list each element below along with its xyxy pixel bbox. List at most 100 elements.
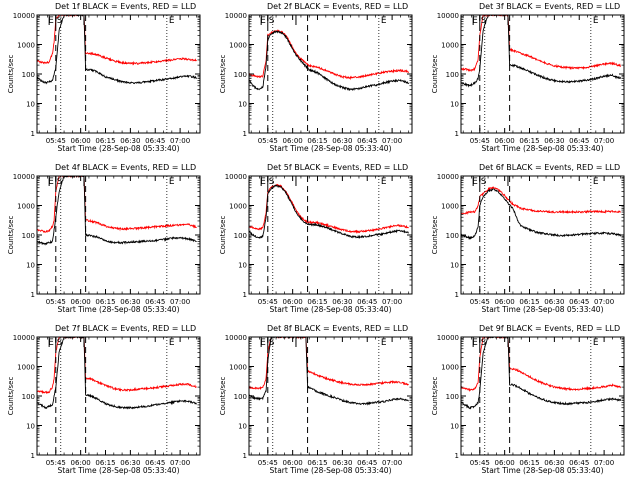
x-tick-label: 07:00: [170, 459, 190, 467]
x-tick-label: 06:45: [145, 298, 165, 306]
x-axis-label: Start Time (28-Sep-08 05:33:40): [270, 305, 392, 314]
y-axis-label: Counts/sec: [219, 377, 227, 416]
y-tick-label: 100: [22, 393, 35, 401]
x-tick-label: 05:45: [258, 137, 278, 145]
x-tick-label: 07:00: [170, 137, 190, 145]
y-tick-label: 10: [238, 101, 247, 109]
axes-frame: [36, 336, 201, 456]
y-axis-label: Counts/sec: [431, 55, 439, 94]
x-tick-label: 06:45: [569, 137, 589, 145]
y-tick-label: 10000: [225, 334, 247, 342]
x-tick-label: 05:45: [258, 298, 278, 306]
corner-label: S: [481, 177, 487, 187]
x-tick-label: 06:30: [544, 459, 564, 467]
y-tick-label: 100: [446, 232, 459, 240]
x-tick-label: 06:15: [307, 298, 327, 306]
panel-title: Det 2f BLACK = Events, RED = LLD: [267, 2, 408, 11]
axes-frame: [460, 336, 625, 456]
x-tick-label: 06:15: [307, 137, 327, 145]
y-tick-label: 1000: [17, 203, 35, 211]
y-tick-label: 1000: [441, 203, 459, 211]
x-tick-label: 06:00: [283, 459, 303, 467]
series-events: [37, 15, 198, 85]
panel-title: Det 4f BLACK = Events, RED = LLD: [55, 163, 196, 172]
y-tick-label: 10000: [13, 334, 35, 342]
x-axis-label: Start Time (28-Sep-08 05:33:40): [58, 305, 180, 314]
x-tick-label: 06:45: [357, 137, 377, 145]
corner-label: E: [593, 16, 599, 26]
axes-frame: [460, 14, 625, 134]
y-tick-label: 1000: [229, 42, 247, 50]
y-axis-label: Counts/sec: [219, 55, 227, 94]
axes-frame: [36, 175, 201, 295]
y-tick-label: 10: [238, 423, 247, 431]
corner-label: S: [57, 177, 63, 187]
x-axis-label: Start Time (28-Sep-08 05:33:40): [482, 305, 604, 314]
y-tick-label: 10: [450, 101, 459, 109]
x-tick-label: 05:45: [46, 459, 66, 467]
series-events: [461, 15, 622, 88]
x-tick-label: 06:30: [544, 137, 564, 145]
x-tick-label: 07:00: [382, 137, 402, 145]
y-tick-label: 10000: [437, 173, 459, 181]
series-lld: [249, 29, 410, 81]
panel-title: Det 8f BLACK = Events, RED = LLD: [267, 324, 408, 333]
corner-label: E: [260, 338, 266, 348]
y-tick-label: 1000: [441, 42, 459, 50]
y-tick-label: 1000: [17, 42, 35, 50]
y-axis-label: Counts/sec: [7, 216, 15, 255]
y-tick-label: 100: [446, 393, 459, 401]
x-tick-label: 06:30: [120, 459, 140, 467]
x-tick-label: 06:15: [307, 459, 327, 467]
y-tick-label: 1: [455, 291, 459, 299]
corner-label: E: [260, 16, 266, 26]
corner-label: E: [472, 177, 478, 187]
y-tick-label: 100: [234, 232, 247, 240]
x-tick-label: 06:45: [569, 459, 589, 467]
panel-title: Det 1f BLACK = Events, RED = LLD: [55, 2, 196, 11]
series-events: [461, 337, 622, 410]
corner-label: E: [169, 177, 175, 187]
corner-label: S: [481, 16, 487, 26]
x-tick-label: 07:00: [594, 298, 614, 306]
corner-label: E: [48, 177, 54, 187]
x-tick-label: 06:15: [519, 298, 539, 306]
y-tick-label: 10000: [13, 173, 35, 181]
y-tick-label: 100: [22, 71, 35, 79]
panel-title: Det 7f BLACK = Events, RED = LLD: [55, 324, 196, 333]
y-tick-label: 10000: [225, 12, 247, 20]
corner-label: E: [593, 177, 599, 187]
x-tick-label: 05:45: [258, 459, 278, 467]
x-tick-label: 06:00: [283, 137, 303, 145]
x-axis-label: Start Time (28-Sep-08 05:33:40): [58, 144, 180, 153]
corner-label: S: [481, 338, 487, 348]
x-tick-label: 05:45: [470, 298, 490, 306]
y-tick-label: 1: [243, 452, 247, 460]
x-tick-label: 07:00: [382, 459, 402, 467]
corner-label: S: [57, 16, 63, 26]
series-events: [37, 176, 197, 246]
panel-title: Det 3f BLACK = Events, RED = LLD: [479, 2, 620, 11]
y-tick-label: 10000: [437, 12, 459, 20]
x-tick-label: 06:30: [120, 137, 140, 145]
panel-title: Det 6f BLACK = Events, RED = LLD: [479, 163, 620, 172]
corner-label: S: [269, 177, 275, 187]
corner-label: E: [381, 16, 387, 26]
axes-frame: [248, 175, 413, 295]
series-lld: [461, 186, 621, 216]
x-tick-label: 07:00: [170, 298, 190, 306]
x-axis-label: Start Time (28-Sep-08 05:33:40): [482, 466, 604, 475]
x-tick-label: 05:45: [46, 298, 66, 306]
corner-label: E: [169, 338, 175, 348]
y-tick-label: 10: [26, 423, 35, 431]
y-tick-label: 100: [22, 232, 35, 240]
y-axis-label: Counts/sec: [431, 377, 439, 416]
x-axis-label: Start Time (28-Sep-08 05:33:40): [482, 144, 604, 153]
corner-label: E: [593, 338, 599, 348]
